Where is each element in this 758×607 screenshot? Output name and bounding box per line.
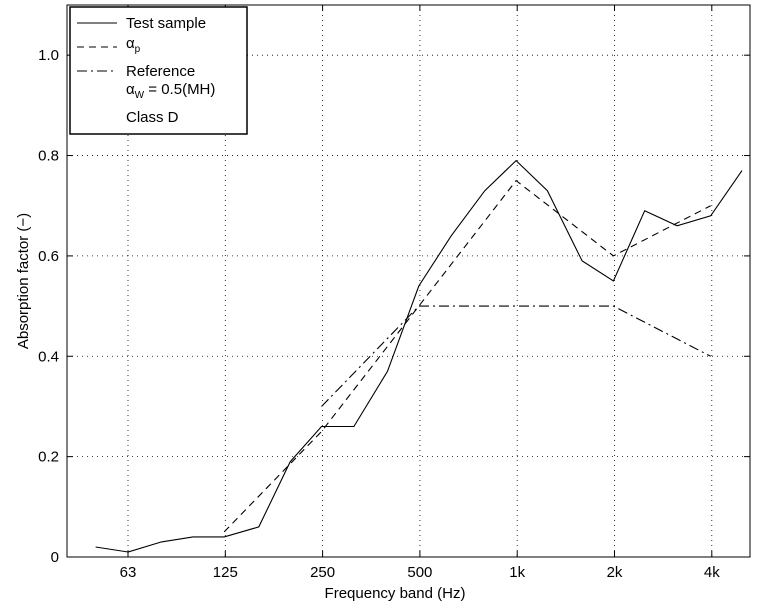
legend-label-test-sample: Test sample	[126, 15, 206, 32]
legend-label-alpha-w: αW = 0.5(MH)	[126, 81, 215, 101]
x-tick-label: 1k	[509, 564, 525, 581]
legend-alpha-symbol: α	[126, 35, 135, 52]
x-tick-label: 125	[213, 564, 238, 581]
legend: Test sample αp Reference αW = 0.5(MH) Cl…	[69, 6, 248, 135]
y-tick-label: 0	[51, 549, 59, 566]
y-tick-label: 1.0	[38, 47, 59, 64]
x-axis: 63 125 250 500 1k 2k 4k	[120, 5, 720, 581]
y-axis-label: Absorption factor (−)	[15, 213, 32, 349]
y-tick-label: 0.4	[38, 348, 59, 365]
x-tick-label: 250	[310, 564, 335, 581]
series-test-sample	[95, 159, 743, 553]
legend-label-alpha-p: αp	[126, 35, 141, 55]
plot-frame	[66, 4, 751, 558]
legend-alpha-sub: p	[135, 44, 141, 55]
legend-alpha-w-symbol: α	[126, 81, 135, 98]
legend-label-class: Class D	[126, 109, 179, 126]
legend-label-reference: Reference	[126, 63, 195, 80]
y-tick-label: 0.2	[38, 449, 59, 466]
x-tick-label: 63	[120, 564, 137, 581]
series-group	[95, 159, 743, 553]
series-alpha-p	[223, 179, 711, 533]
y-tick-label: 0.8	[38, 148, 59, 165]
y-tick-label: 0.6	[38, 248, 59, 265]
grid-lines	[67, 5, 750, 557]
y-axis: 0 0.2 0.4 0.6 0.8 1.0	[38, 47, 750, 566]
x-axis-label: Frequency band (Hz)	[325, 585, 466, 602]
legend-alpha-w-sub: W	[135, 90, 145, 101]
x-tick-label: 4k	[704, 564, 720, 581]
legend-alpha-w-rest: = 0.5(MH)	[144, 81, 215, 98]
x-tick-label: 2k	[607, 564, 623, 581]
x-tick-label: 500	[407, 564, 432, 581]
